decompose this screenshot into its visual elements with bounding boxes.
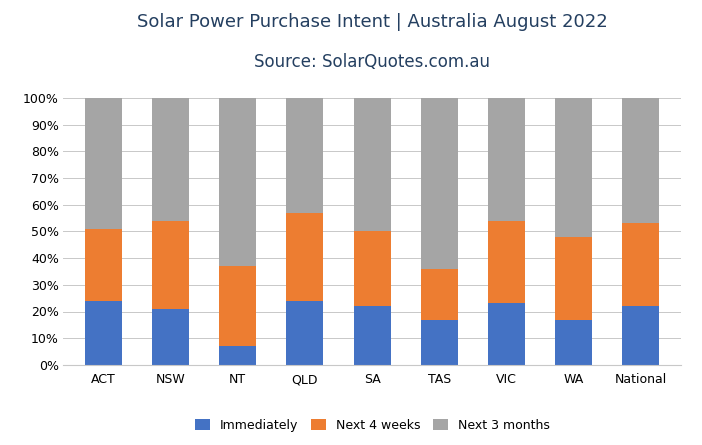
Legend: Immediately, Next 4 weeks, Next 3 months: Immediately, Next 4 weeks, Next 3 months [190, 414, 555, 437]
Bar [488, 303, 525, 365]
Bar [488, 98, 525, 221]
Bar [85, 98, 122, 229]
Bar [219, 266, 256, 346]
Bar [354, 231, 390, 306]
Bar [152, 309, 189, 365]
Text: Source: SolarQuotes.com.au: Source: SolarQuotes.com.au [254, 53, 490, 71]
Bar [622, 98, 659, 223]
Bar [85, 229, 122, 301]
Text: Solar Power Purchase Intent | Australia August 2022: Solar Power Purchase Intent | Australia … [137, 13, 607, 31]
Bar [555, 237, 592, 320]
Bar [622, 223, 659, 306]
Bar [420, 269, 458, 320]
Bar [420, 320, 458, 365]
Bar [420, 98, 458, 269]
Bar [219, 346, 256, 365]
Bar [152, 221, 189, 309]
Bar [286, 98, 324, 213]
Bar [219, 98, 256, 266]
Bar [286, 213, 324, 301]
Bar [555, 98, 592, 237]
Bar [354, 98, 390, 231]
Bar [354, 306, 390, 365]
Bar [488, 221, 525, 303]
Bar [622, 306, 659, 365]
Bar [152, 98, 189, 221]
Bar [85, 301, 122, 365]
Bar [286, 301, 324, 365]
Bar [555, 320, 592, 365]
